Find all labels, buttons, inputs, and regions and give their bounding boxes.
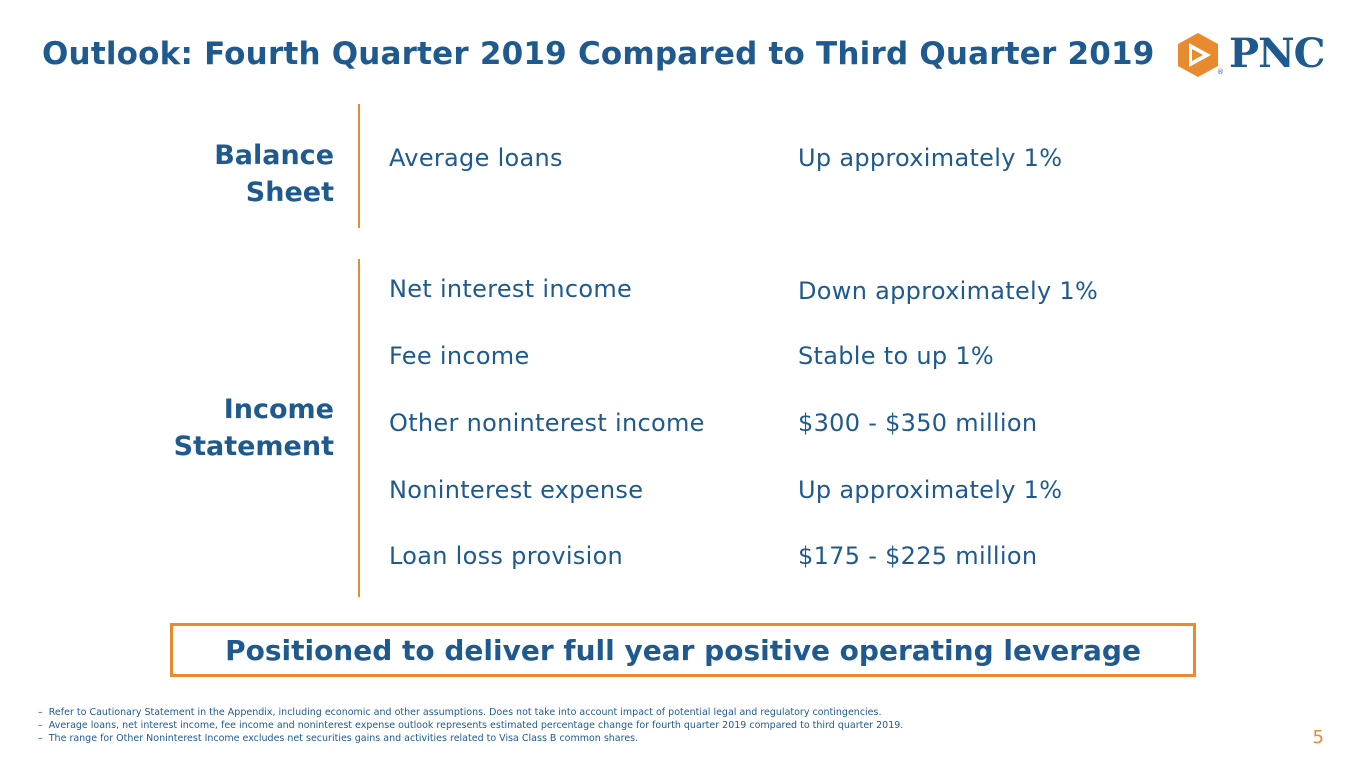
row-value-net-interest-income: Down approximately 1% xyxy=(798,277,1099,305)
pnc-logo-icon xyxy=(1178,33,1218,77)
footnote-bullet: – xyxy=(38,707,43,718)
footnotes: – Refer to Cautionary Statement in the Ap… xyxy=(38,706,1138,745)
row-value-average-loans: Up approximately 1% xyxy=(798,144,1063,172)
row-label-loan-loss-provision: Loan loss provision xyxy=(389,542,624,570)
row-value-loan-loss-provision: $175 - $225 million xyxy=(798,542,1038,570)
row-value-fee-income: Stable to up 1% xyxy=(798,342,995,370)
footnote-item: – The range for Other Noninterest Income … xyxy=(38,733,639,744)
row-value-noninterest-expense: Up approximately 1% xyxy=(798,476,1063,504)
footnote-item: – Average loans, net interest income, fee… xyxy=(38,720,904,731)
row-label-noninterest-expense: Noninterest expense xyxy=(389,476,644,504)
registered-mark: ® xyxy=(1217,68,1224,76)
row-label-fee-income: Fee income xyxy=(389,342,530,370)
page-number: 5 xyxy=(1312,727,1324,748)
row-label-average-loans: Average loans xyxy=(389,144,563,172)
balance-sheet-label: Balance Sheet xyxy=(214,140,334,208)
footnote-item: – Refer to Cautionary Statement in the Ap… xyxy=(38,707,882,718)
balance-sheet-divider xyxy=(358,104,360,228)
row-label-net-interest-income: Net interest income xyxy=(389,275,633,303)
footnote-bullet: – xyxy=(38,733,43,744)
pnc-logo-text: PNC xyxy=(1229,30,1325,77)
pnc-logo: ® PNC xyxy=(1175,30,1330,80)
operating-leverage-callout: Positioned to deliver full year positive… xyxy=(170,623,1196,677)
income-statement-label: Income Statement xyxy=(173,394,334,462)
slide-title: Outlook: Fourth Quarter 2019 Compared to… xyxy=(42,36,1155,72)
callout-text: Positioned to deliver full year positive… xyxy=(225,633,1141,667)
footnote-bullet: – xyxy=(38,720,43,731)
row-value-other-noninterest-income: $300 - $350 million xyxy=(798,409,1038,437)
row-label-other-noninterest-income: Other noninterest income xyxy=(389,409,705,437)
income-statement-divider xyxy=(358,259,360,597)
